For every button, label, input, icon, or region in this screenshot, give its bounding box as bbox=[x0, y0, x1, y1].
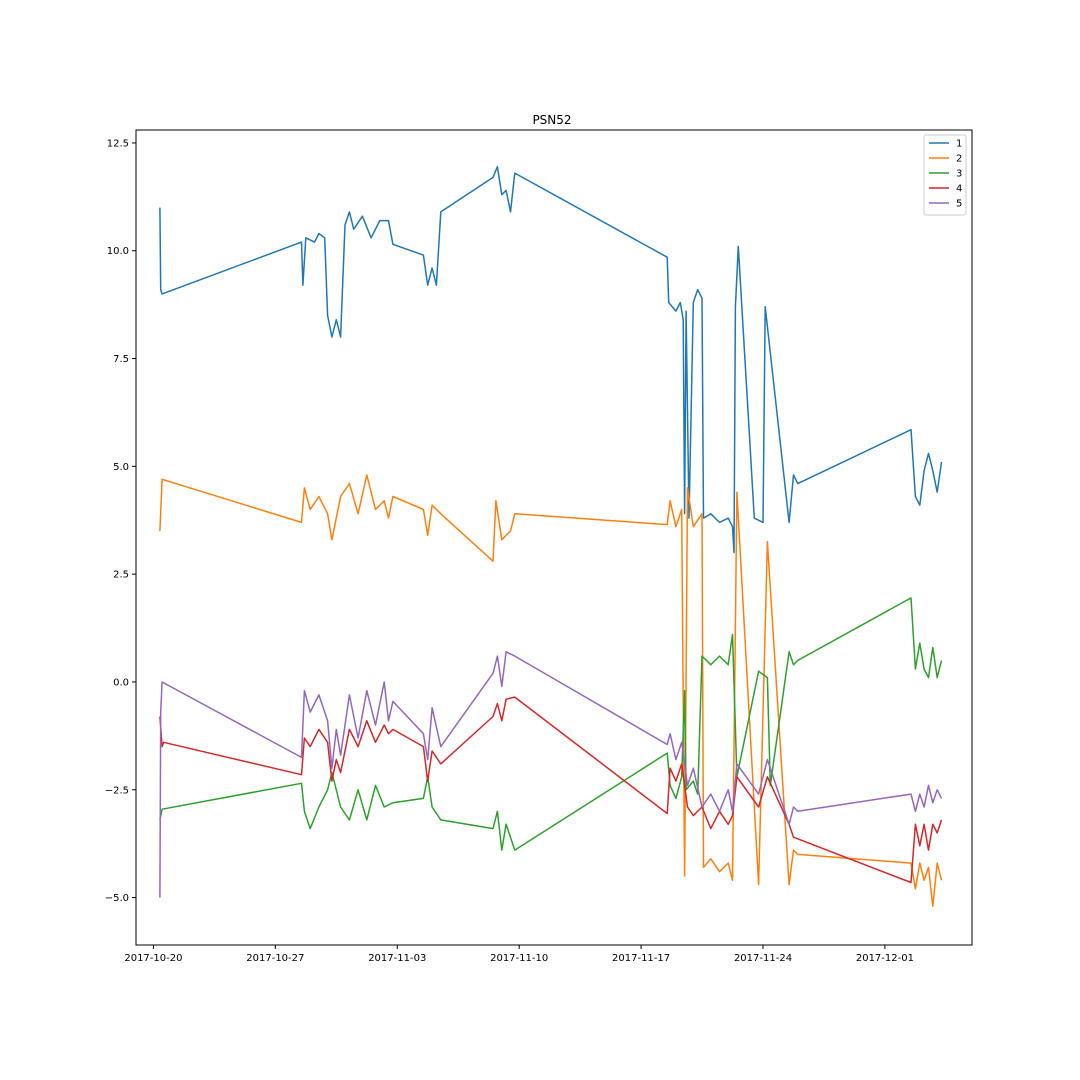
legend: 1 2 3 4 5 bbox=[923, 134, 967, 216]
x-tick-label: 2017-11-03 bbox=[368, 953, 426, 964]
legend-label-1: 1 bbox=[956, 139, 962, 150]
x-tick-label: 2017-11-17 bbox=[612, 953, 670, 964]
plot-frame bbox=[135, 129, 973, 946]
axes: 2017-10-20 2017-10-27 2017-11-03 2017-11-10… bbox=[105, 129, 973, 964]
series-line-3 bbox=[159, 597, 943, 851]
plot-area bbox=[159, 165, 943, 907]
x-tick-label: 2017-10-27 bbox=[246, 953, 304, 964]
y-tick-label: 2.5 bbox=[113, 570, 129, 581]
y-tick-label: 12.5 bbox=[107, 138, 129, 149]
x-tick-label: 2017-11-24 bbox=[734, 953, 792, 964]
y-tick-label: 5.0 bbox=[113, 462, 129, 473]
legend-label-3: 3 bbox=[956, 169, 962, 180]
legend-label-2: 2 bbox=[956, 154, 962, 165]
chart-title: PSN52 bbox=[532, 113, 571, 127]
series-line-4 bbox=[159, 696, 943, 884]
x-tick-label: 2017-10-20 bbox=[124, 953, 182, 964]
series-line-5 bbox=[159, 651, 943, 898]
y-tick-label: 7.5 bbox=[113, 354, 129, 365]
series-line-2 bbox=[159, 474, 943, 907]
y-tick-label: −2.5 bbox=[105, 785, 129, 796]
y-tick-label: 10.0 bbox=[107, 246, 129, 257]
legend-label-4: 4 bbox=[956, 184, 962, 195]
legend-label-5: 5 bbox=[956, 199, 962, 210]
x-tick-label: 2017-12-01 bbox=[856, 953, 914, 964]
legend-box bbox=[923, 134, 967, 216]
y-tick-label: −5.0 bbox=[105, 893, 129, 904]
series-line-1 bbox=[159, 165, 943, 554]
y-tick-label: 0.0 bbox=[113, 677, 129, 688]
x-tick-label: 2017-11-10 bbox=[490, 953, 548, 964]
